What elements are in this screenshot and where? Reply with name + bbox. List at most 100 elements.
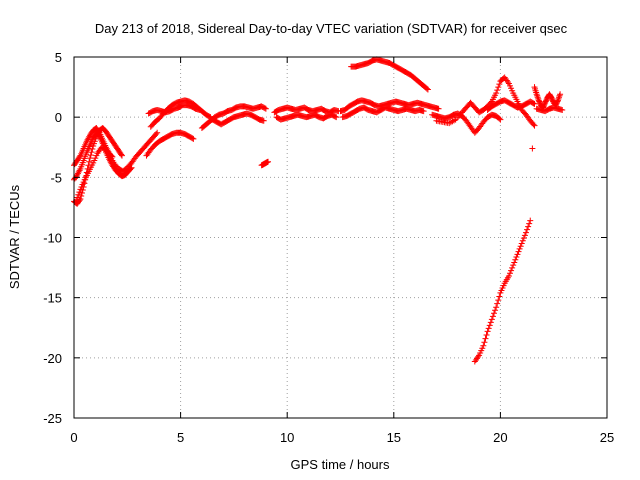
data-point <box>74 194 81 201</box>
series-late-cluster <box>531 84 564 111</box>
series-midday-b <box>209 110 267 128</box>
data-point <box>525 223 532 230</box>
series-afternoon-b <box>339 104 427 121</box>
series-morning-band <box>145 102 203 117</box>
data-point <box>153 131 160 138</box>
data-point <box>89 146 96 153</box>
data-point <box>492 307 499 314</box>
data-point <box>534 94 541 101</box>
series-early-rise <box>73 129 161 204</box>
data-point <box>521 232 528 239</box>
x-tick-label: 15 <box>387 430 401 445</box>
data-point <box>87 152 94 159</box>
y-axis-label: SDTVAR / TECUs <box>7 184 22 289</box>
data-point <box>496 293 503 300</box>
data-point <box>118 151 125 158</box>
data-point <box>481 339 488 346</box>
data-point <box>515 248 522 255</box>
data-point <box>435 105 442 112</box>
data-point <box>534 92 541 99</box>
data-point <box>265 158 272 165</box>
data-point <box>557 91 564 98</box>
data-point <box>484 328 491 335</box>
data-point <box>494 300 501 307</box>
x-tick-label: 25 <box>600 430 614 445</box>
data-point <box>332 113 339 120</box>
axis-ticks: 0 5 10 15 20 25 -25 -20 -15 -10 -5 0 5 <box>43 50 614 445</box>
data-point <box>86 155 93 162</box>
data-point <box>529 145 536 152</box>
data-point <box>485 325 492 332</box>
series-evening-c <box>484 97 538 113</box>
y-tick-label: -15 <box>43 291 62 306</box>
data-point <box>524 226 531 233</box>
data-point <box>514 251 521 258</box>
y-tick-label: -5 <box>50 170 62 185</box>
x-tick-label: 10 <box>280 430 294 445</box>
data-point <box>509 264 516 271</box>
x-axis-label: GPS time / hours <box>291 457 390 472</box>
data-point <box>535 95 542 102</box>
data-point <box>493 304 500 311</box>
series-late-cluster-2 <box>533 104 566 115</box>
data-point <box>497 116 504 123</box>
data-point <box>206 113 213 120</box>
data-point <box>420 108 427 115</box>
data-point <box>495 297 502 304</box>
data-point <box>423 85 430 92</box>
chart-title: Day 213 of 2018, Sidereal Day-to-day VTE… <box>95 21 568 36</box>
data-point <box>510 262 517 269</box>
series-isolated-9h <box>258 158 272 169</box>
data-point <box>555 95 562 102</box>
data-point <box>75 191 82 198</box>
data-point <box>519 237 526 244</box>
data-point <box>491 310 498 317</box>
series-afternoon-a <box>337 97 442 115</box>
data-point <box>526 220 533 227</box>
data-point <box>511 259 518 266</box>
data-point <box>518 240 525 247</box>
data-point <box>556 94 563 101</box>
data-point <box>486 322 493 329</box>
series-morning-lower <box>143 129 197 159</box>
y-tick-label: -10 <box>43 231 62 246</box>
data-point <box>516 245 523 252</box>
y-tick-label: 5 <box>55 50 62 65</box>
data-point <box>190 135 197 142</box>
data-point <box>86 158 93 165</box>
y-tick-label: -20 <box>43 351 62 366</box>
x-tick-label: 20 <box>493 430 507 445</box>
data-point <box>76 153 83 160</box>
data-point <box>480 342 487 349</box>
series-high-arc <box>348 56 431 93</box>
data-point <box>489 313 496 320</box>
data-point <box>520 235 527 242</box>
data-point <box>483 331 490 338</box>
data-point <box>522 229 529 236</box>
data-point <box>333 114 340 121</box>
data-point <box>512 256 519 263</box>
series-isolated-21h <box>529 145 536 152</box>
data-point <box>482 335 489 342</box>
data-point <box>424 86 431 93</box>
data-point <box>508 267 515 274</box>
data-point <box>556 92 563 99</box>
series-midday-d <box>273 111 340 123</box>
data-point <box>554 98 561 105</box>
series-steep-rise <box>471 217 534 365</box>
y-tick-label: -25 <box>43 411 62 426</box>
data-point <box>530 100 537 107</box>
data-point <box>496 81 503 88</box>
data-point <box>487 319 494 326</box>
data-points <box>71 56 566 365</box>
data-point <box>495 84 502 91</box>
data-point <box>527 217 534 224</box>
data-point <box>154 129 161 136</box>
data-point <box>496 115 503 122</box>
data-point <box>78 189 85 196</box>
data-point <box>530 121 537 128</box>
data-point <box>77 195 84 202</box>
data-point <box>488 316 495 323</box>
data-point <box>95 128 102 135</box>
data-point <box>493 90 500 97</box>
